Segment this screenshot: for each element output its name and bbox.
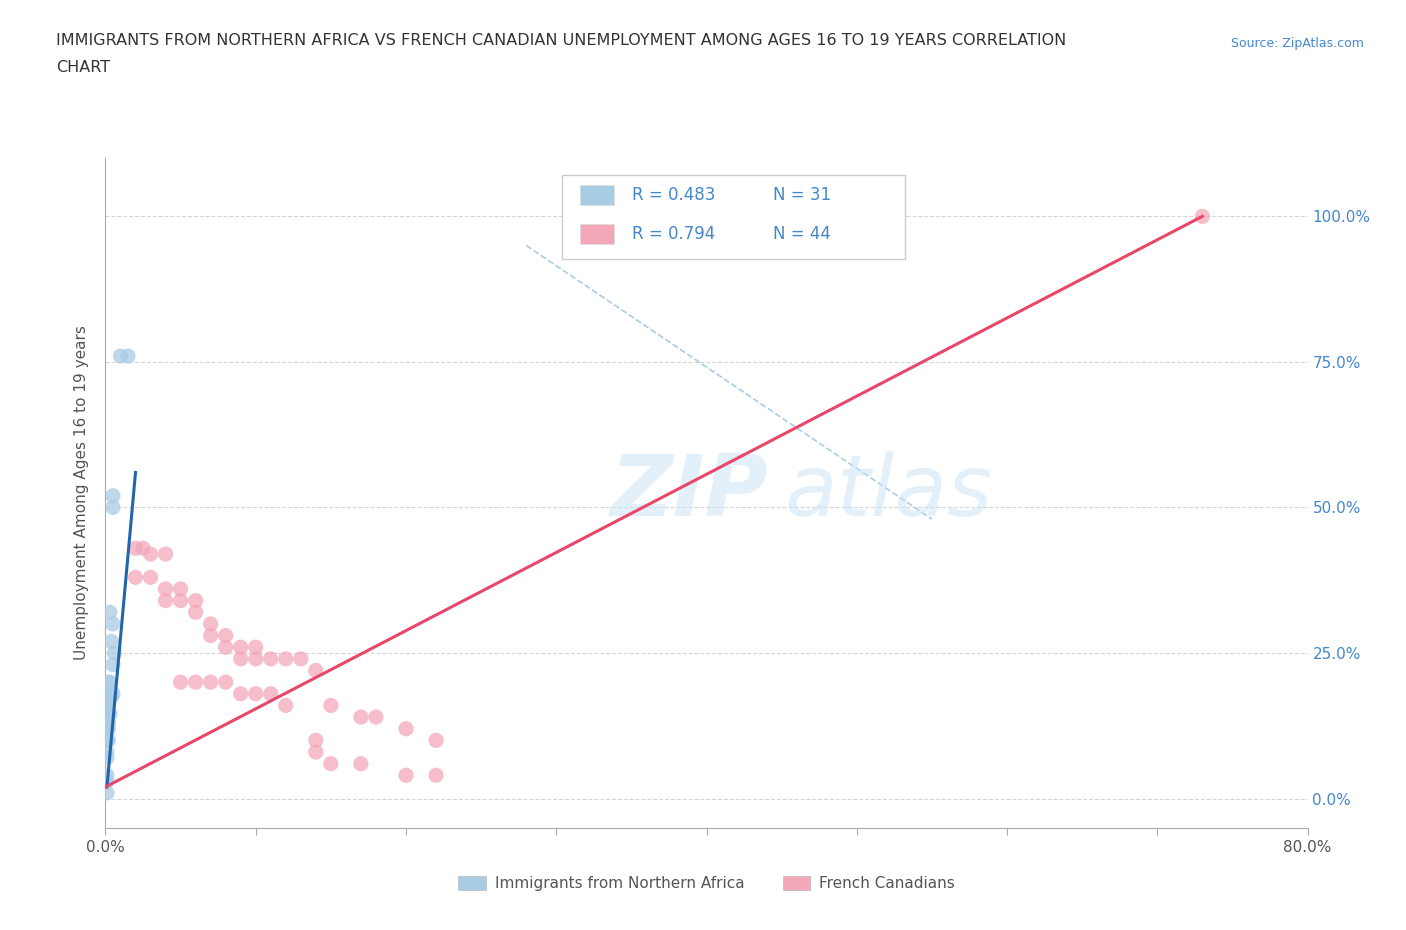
Point (290, 651, 312, 666)
Point (97, 698, 120, 713)
Point (98, 604, 121, 619)
Point (364, 710, 387, 724)
Point (96, 722, 118, 737)
Point (425, 768, 447, 783)
Point (169, 674, 191, 689)
Point (110, 349, 132, 364)
Text: R = 0.794: R = 0.794 (631, 225, 716, 243)
Point (184, 674, 207, 689)
Text: IMMIGRANTS FROM NORTHERN AFRICA VS FRENCH CANADIAN UNEMPLOYMENT AMONG AGES 16 TO: IMMIGRANTS FROM NORTHERN AFRICA VS FRENC… (56, 33, 1067, 47)
Point (274, 698, 297, 713)
Point (103, 645, 125, 660)
Text: R = 0.483: R = 0.483 (631, 186, 716, 204)
Point (1191, 209, 1213, 224)
Bar (581, 224, 614, 244)
Point (245, 640, 267, 655)
Point (96, 698, 118, 713)
Point (319, 698, 342, 713)
Point (274, 651, 297, 666)
Point (101, 658, 124, 672)
Text: CHART: CHART (56, 60, 110, 75)
Point (200, 617, 222, 631)
Point (260, 651, 283, 666)
Text: N = 44: N = 44 (773, 225, 831, 243)
Point (101, 488, 124, 503)
Point (96, 785, 118, 800)
Point (200, 674, 222, 689)
Point (425, 733, 447, 748)
Point (124, 540, 146, 555)
Point (98, 707, 121, 722)
Legend: Immigrants from Northern Africa, French Canadians: Immigrants from Northern Africa, French … (451, 870, 962, 897)
Point (319, 756, 342, 771)
Bar (562, 175, 905, 259)
Bar (581, 185, 614, 205)
Point (155, 547, 177, 562)
Point (97, 722, 120, 737)
Point (97, 733, 120, 748)
Point (124, 570, 146, 585)
Point (169, 593, 191, 608)
Point (96, 745, 118, 760)
Point (98, 689, 121, 704)
Point (101, 686, 124, 701)
Point (229, 686, 252, 701)
Point (96, 774, 118, 789)
Point (139, 547, 162, 562)
Point (350, 756, 373, 771)
Point (98, 674, 121, 689)
Text: atlas: atlas (785, 451, 993, 535)
Point (101, 500, 124, 515)
Point (155, 593, 177, 608)
Point (214, 674, 236, 689)
Point (117, 349, 139, 364)
Point (184, 593, 207, 608)
Point (305, 663, 328, 678)
Point (395, 722, 418, 737)
Point (96, 733, 118, 748)
Text: N = 31: N = 31 (773, 186, 831, 204)
Point (184, 604, 207, 619)
Point (260, 686, 283, 701)
Point (96, 768, 118, 783)
Point (97, 715, 120, 730)
Point (350, 710, 373, 724)
Point (245, 686, 267, 701)
Point (200, 628, 222, 643)
Point (101, 617, 124, 631)
Point (229, 651, 252, 666)
Point (305, 745, 328, 760)
Point (97, 707, 120, 722)
Point (132, 540, 155, 555)
Point (96, 751, 118, 765)
Point (97, 674, 120, 689)
Point (97, 689, 120, 704)
Point (155, 581, 177, 596)
Point (214, 640, 236, 655)
Point (139, 570, 162, 585)
Point (96, 707, 118, 722)
Point (229, 640, 252, 655)
Text: Source: ZipAtlas.com: Source: ZipAtlas.com (1230, 37, 1364, 50)
Y-axis label: Unemployment Among Ages 16 to 19 years: Unemployment Among Ages 16 to 19 years (75, 326, 90, 660)
Point (305, 733, 328, 748)
Point (100, 634, 122, 649)
Point (96, 715, 118, 730)
Point (245, 651, 267, 666)
Point (169, 581, 191, 596)
Point (395, 768, 418, 783)
Point (214, 628, 236, 643)
Text: ZIP: ZIP (610, 451, 768, 535)
Point (100, 689, 122, 704)
